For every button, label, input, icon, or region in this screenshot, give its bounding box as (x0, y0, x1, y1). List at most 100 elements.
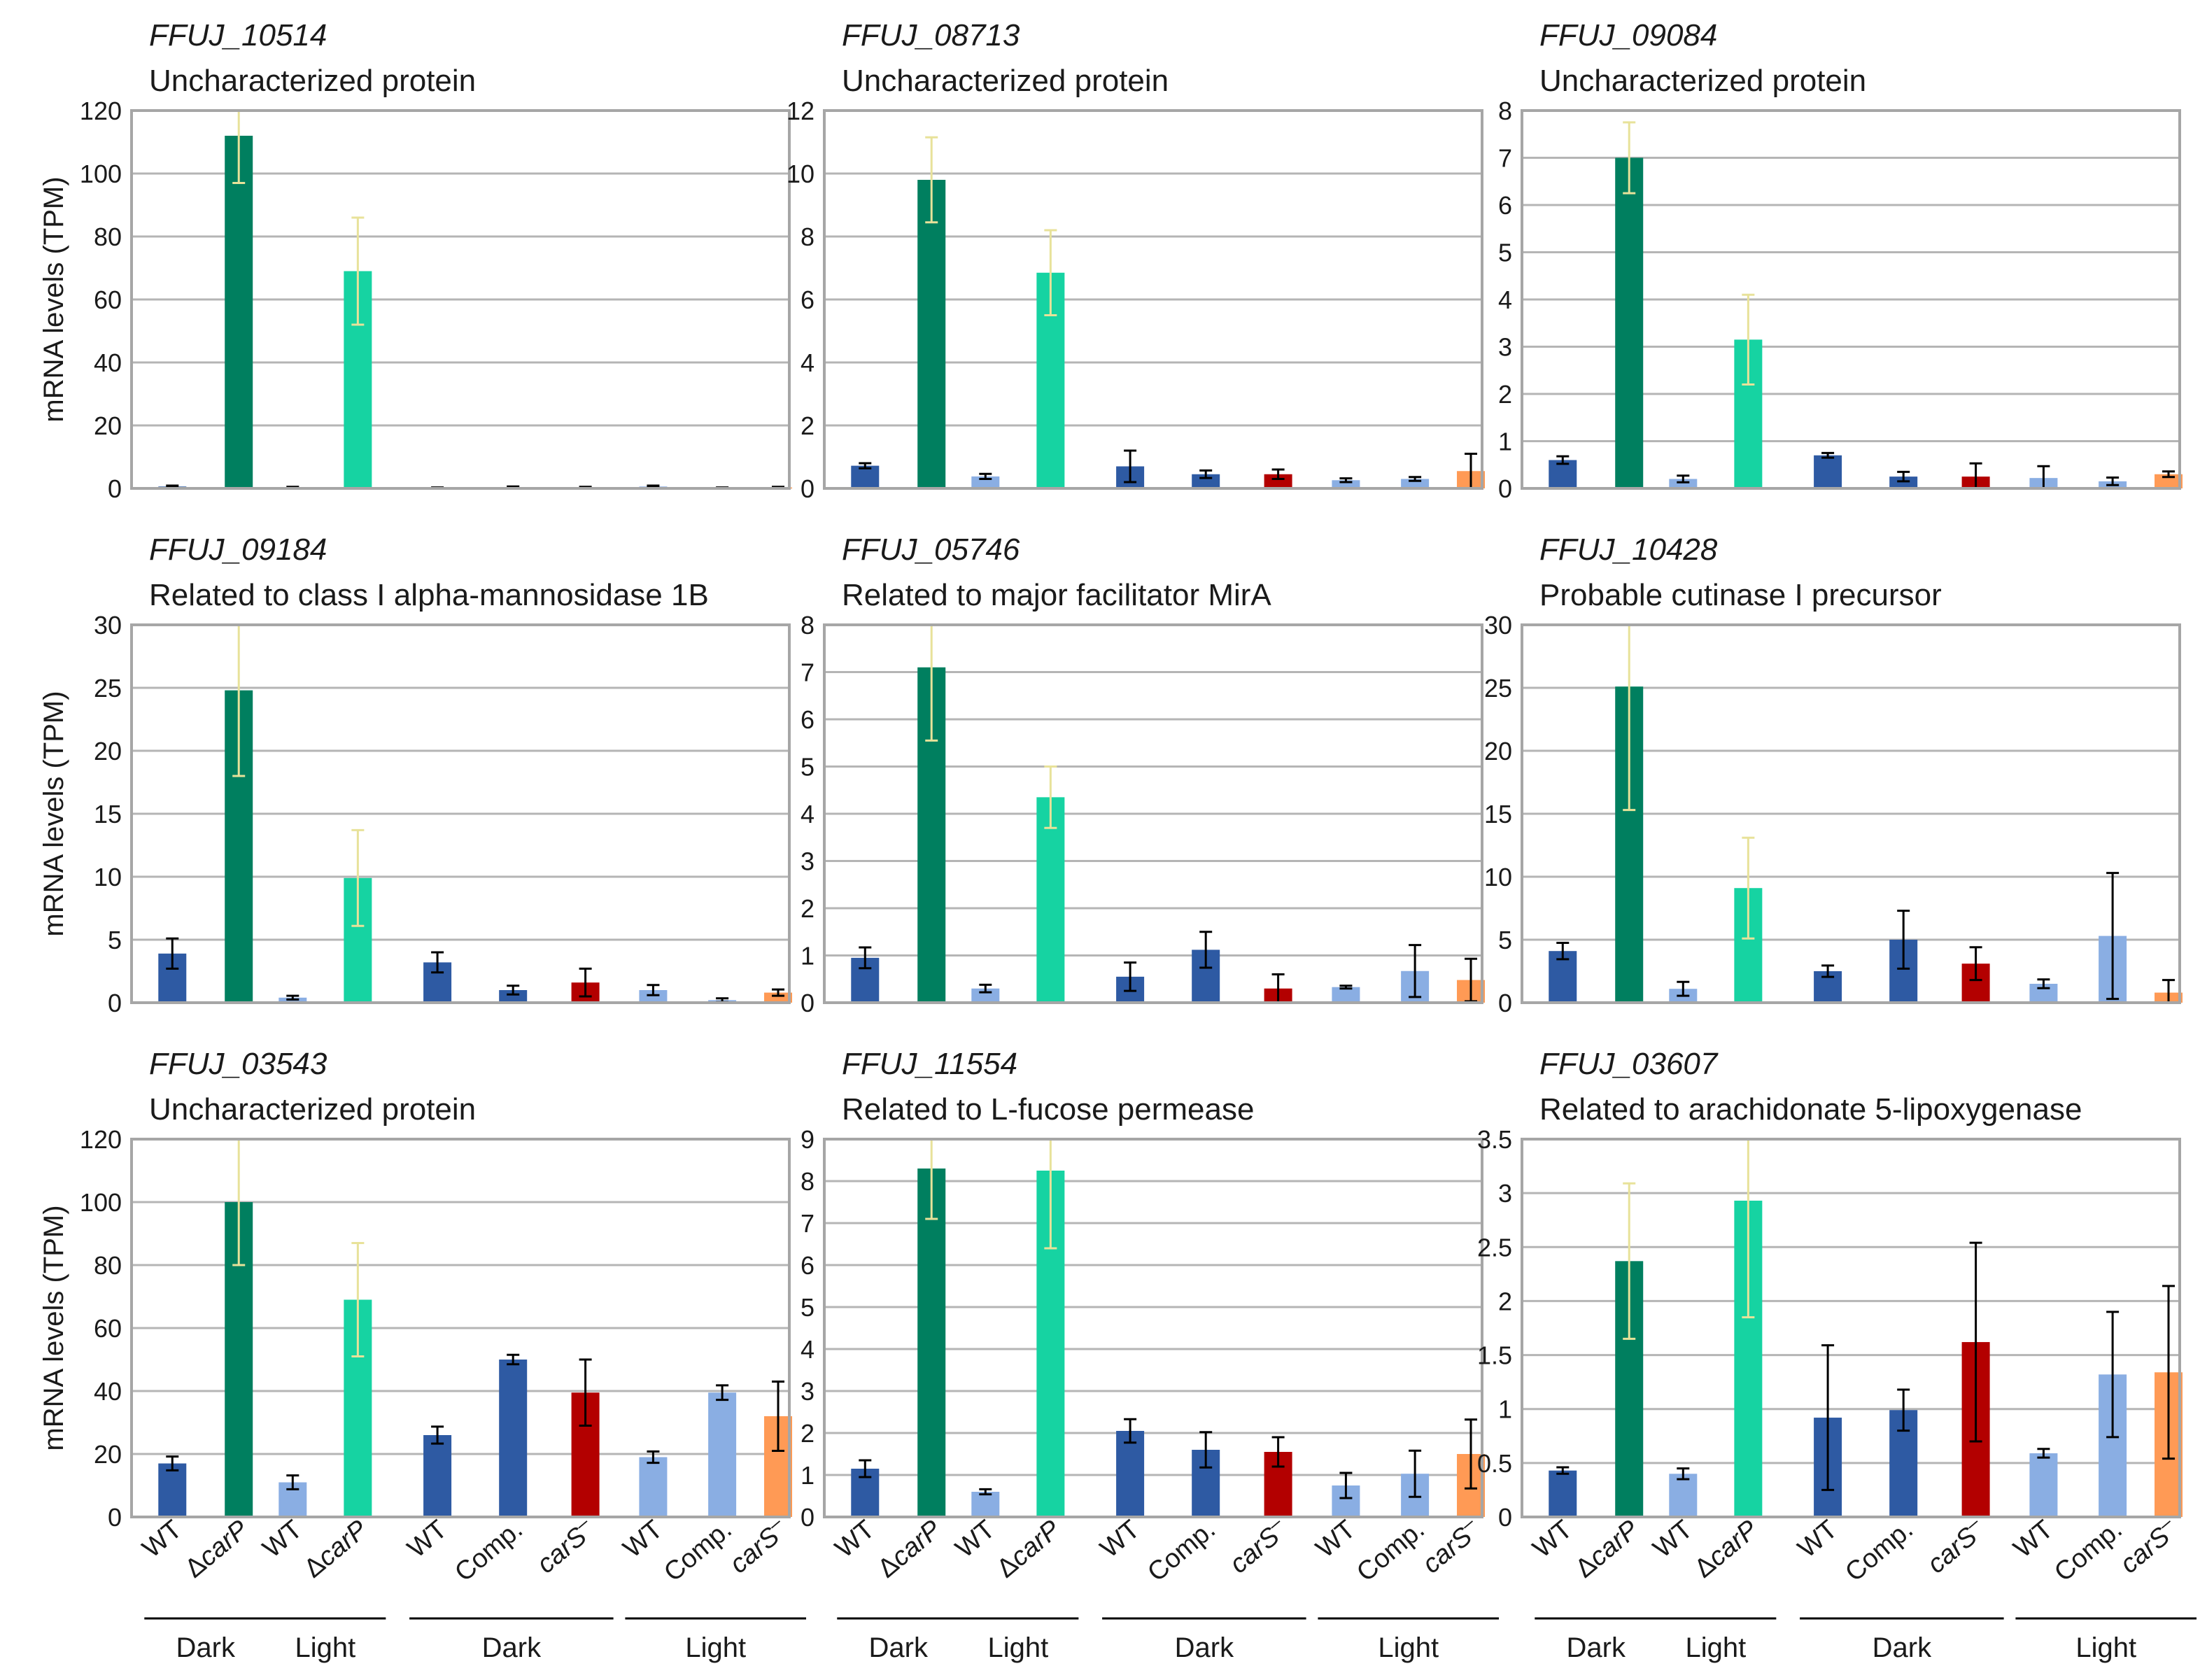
error-bar-comp_dark (1199, 469, 1213, 479)
y-tick-label: 5 (1498, 926, 1512, 954)
y-tick-label: 4 (1498, 285, 1512, 314)
error-bar-carp_light (1044, 229, 1057, 316)
y-tick-label: 6 (801, 1251, 815, 1280)
chart-panel-FFUJ_10514: FFUJ_10514 Uncharacterized protein 0 20 40 60… (38, 18, 793, 503)
y-tick-label: 20 (94, 1440, 122, 1469)
error-bar-wt_dark_2 (1124, 1418, 1137, 1444)
x-tick-label-cars_light: carS– (2112, 1511, 2184, 1579)
gene-id: FFUJ_03543 (149, 1047, 327, 1081)
gene-id: FFUJ_03607 (1539, 1047, 1719, 1081)
error-bar-comp_dark (507, 1353, 520, 1366)
y-tick-label: 1.5 (1477, 1341, 1512, 1370)
error-bar-wt_dark_1 (166, 937, 179, 970)
x-tick-label-text: WT (1528, 1515, 1578, 1564)
bar-carp_dark (917, 1169, 946, 1517)
y-tick-label: 2 (1498, 380, 1512, 409)
y-tick-label: 100 (80, 1188, 122, 1217)
x-tick-label-wt_dark_1: WT (1528, 1515, 1578, 1564)
y-tick-label: 80 (94, 223, 122, 251)
y-tick-label: 0 (108, 474, 122, 503)
x-tick-label-wt_light_1: WT (950, 1515, 1001, 1564)
y-tick-label: 1 (1498, 1395, 1512, 1424)
error-bar-carp_dark (925, 625, 938, 742)
group-label: Light (685, 1632, 746, 1663)
gene-id: FFUJ_11554 (842, 1047, 1017, 1081)
error-bar-carp_dark (925, 1139, 938, 1220)
bar-wt_light_1 (1669, 1474, 1698, 1517)
y-tick-label: 25 (1484, 674, 1512, 703)
y-tick-label: 10 (1484, 863, 1512, 891)
plot-frame (130, 1138, 791, 1518)
x-tick-label-wt_light_2: WT (618, 1515, 668, 1564)
y-tick-label: 0 (801, 1503, 815, 1532)
y-tick-label: 2 (1498, 1287, 1512, 1315)
bar-wt_light_1 (971, 476, 1000, 488)
y-tick-label: 8 (801, 223, 815, 251)
x-tick-label-text: WT (1648, 1515, 1698, 1564)
bar-comp_light (1401, 479, 1430, 488)
error-bar-carp_dark (1623, 1182, 1636, 1340)
error-bar-carp_dark (232, 625, 246, 777)
x-tick-label-text: WT (618, 1515, 668, 1564)
y-tick-label: 15 (94, 800, 122, 828)
error-bar-wt_dark_2 (1821, 451, 1835, 459)
y-tick-label: 8 (801, 1167, 815, 1196)
x-tick-label-wt_light_2: WT (1311, 1515, 1361, 1564)
plot-frame (130, 109, 791, 490)
gene-description: Related to major facilitator MirA (842, 578, 1271, 612)
error-bar-cars_dark (1271, 468, 1285, 480)
error-bar-comp_dark (1199, 1431, 1213, 1469)
y-tick-label: 3 (801, 847, 815, 876)
bar-wt_dark_1 (851, 465, 880, 488)
x-tick-label-comp_dark: Comp. (1142, 1515, 1221, 1588)
y-tick-label: 4 (801, 348, 815, 377)
error-bar-cars_dark (579, 967, 592, 998)
bar-comp_dark (499, 1360, 528, 1517)
bar-carp_dark (917, 180, 946, 488)
group-label: Light (1685, 1632, 1746, 1663)
y-tick-label: 5 (801, 1293, 815, 1322)
x-tick-label-cars_dark: carS– (1222, 1511, 1294, 1579)
y-tick-label: 1 (1498, 428, 1512, 456)
x-tick-label-wt_light_1: WT (1648, 1515, 1698, 1564)
error-bar-wt_dark_2 (431, 951, 444, 974)
error-bar-comp_light (1409, 944, 1422, 998)
y-tick-label: 60 (94, 1314, 122, 1343)
y-tick-label: 7 (1498, 144, 1512, 173)
x-tick-label-text: WT (1095, 1515, 1145, 1564)
group-label: Dark (1567, 1632, 1626, 1663)
error-bar-comp_light (2106, 1311, 2120, 1439)
bar-comp_dark (499, 990, 528, 1003)
error-bar-carp_light (1044, 1139, 1057, 1250)
error-bar-wt_light_2 (1339, 1471, 1353, 1499)
error-bar-cars_light (1465, 957, 1478, 1003)
y-tick-label: 5 (1498, 239, 1512, 267)
error-bar-comp_dark (1199, 931, 1213, 969)
x-tick-label-wt_light_2: WT (2008, 1515, 2059, 1564)
chart-panel-FFUJ_08713: FFUJ_08713 Uncharacterized protein 0 2 4 6 8 10… (787, 18, 1486, 503)
x-tick-label-text: WT (2008, 1515, 2059, 1564)
x-tick-label-wt_light_1: WT (258, 1515, 308, 1564)
x-tick-label-text: WT (258, 1515, 308, 1564)
x-tick-label-text: Comp. (658, 1515, 738, 1588)
x-tick-label-comp_dark: Comp. (449, 1515, 528, 1588)
y-tick-label: 12 (787, 97, 815, 125)
chart-panel-FFUJ_11554: FFUJ_11554 Related to L-fucose permease 0 1… (801, 1047, 1500, 1663)
x-tick-label-wt_dark_2: WT (402, 1515, 453, 1564)
gene-id: FFUJ_09084 (1539, 18, 1717, 52)
error-bar-wt_light_1 (979, 1488, 992, 1496)
y-tick-label: 8 (801, 611, 815, 640)
x-tick-label-text: Comp. (1840, 1515, 1919, 1588)
y-tick-label: 3 (801, 1377, 815, 1406)
bar-wt_light_1 (971, 988, 1000, 1003)
error-bar-wt_light_2 (1339, 984, 1353, 990)
y-axis-title: mRNA levels (TPM) (38, 176, 69, 422)
error-bar-wt_light_2 (1339, 477, 1353, 483)
gene-description: Related to class I alpha-mannosidase 1B (149, 578, 709, 612)
chart-panel-FFUJ_03543: FFUJ_03543 Uncharacterized protein 0 20 40 60… (38, 1047, 807, 1663)
error-bar-comp_dark (1897, 1388, 1910, 1432)
error-bar-wt_dark_1 (166, 1455, 179, 1471)
x-tick-label-wt_dark_2: WT (1095, 1515, 1145, 1564)
bar-comp_dark (1192, 474, 1220, 488)
